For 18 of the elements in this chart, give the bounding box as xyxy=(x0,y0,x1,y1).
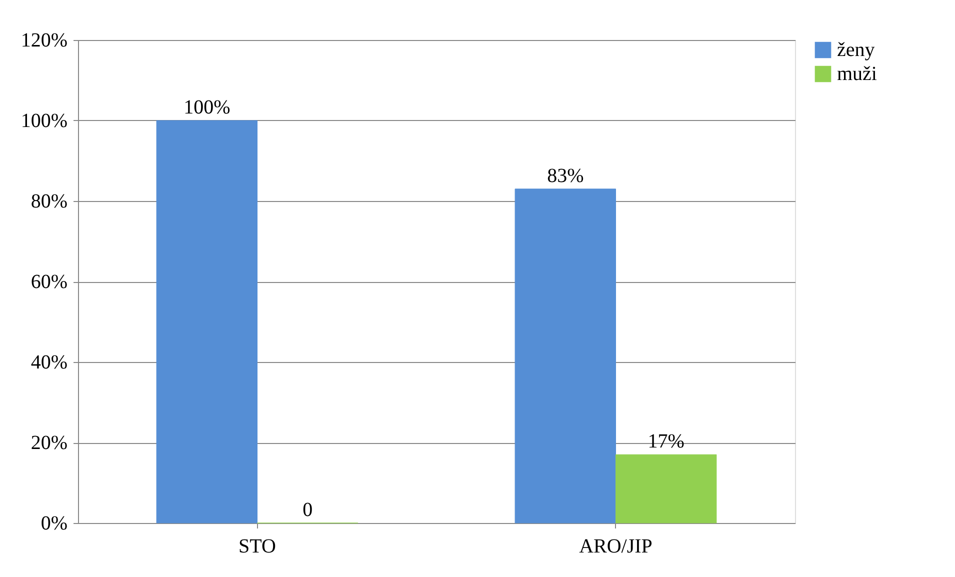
y-tick-label: 20% xyxy=(30,432,68,454)
y-tick-label: 40% xyxy=(30,352,68,374)
legend-label: ženy xyxy=(837,39,875,61)
x-tick-label: STO xyxy=(238,536,276,558)
bar xyxy=(514,188,616,524)
data-label: 100% xyxy=(184,96,230,118)
data-label: 17% xyxy=(648,430,684,453)
bar xyxy=(156,120,258,524)
y-tick-label: 0% xyxy=(40,512,68,534)
y-tick-label: 60% xyxy=(30,271,68,293)
data-label: 83% xyxy=(547,164,584,187)
x-tick-label: ARO/JIP xyxy=(579,536,652,558)
y-tick-label: 100% xyxy=(20,110,68,132)
data-label: 0 xyxy=(302,499,313,521)
legend-label: muži xyxy=(837,63,878,85)
y-tick-label: 120% xyxy=(20,30,68,52)
bar xyxy=(616,454,717,524)
y-tick-label: 80% xyxy=(30,190,68,212)
